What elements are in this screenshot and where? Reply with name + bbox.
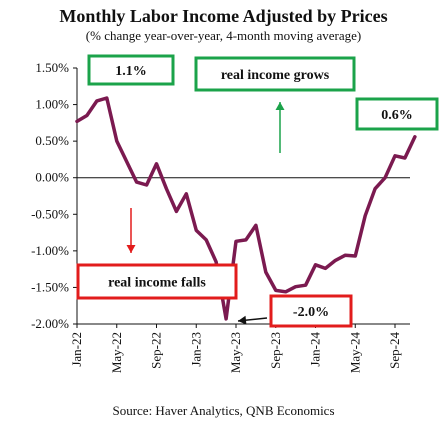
- series-line: [75, 96, 417, 321]
- y-tick-label: -2.00%: [31, 316, 69, 331]
- annotation-label: real income falls: [108, 276, 206, 291]
- chart-title: Monthly Labor Income Adjusted by Prices: [59, 6, 388, 26]
- y-tick-label: -1.50%: [31, 279, 69, 294]
- y-tick-label: 0.50%: [35, 133, 69, 148]
- source-note: Source: Haver Analytics, QNB Economics: [112, 403, 335, 418]
- y-tick-label: -1.00%: [31, 243, 69, 258]
- up-arrow-head: [275, 102, 285, 110]
- left-arrow-head: [238, 315, 247, 325]
- annotation-box: [355, 97, 439, 131]
- x-tick-label: May-24: [347, 332, 362, 374]
- y-tick-label: 1.00%: [35, 97, 69, 112]
- x-tick-label: May-22: [109, 332, 124, 373]
- x-tick-label: Sep-23: [268, 332, 283, 369]
- y-tick-label: 1.50%: [35, 60, 69, 75]
- annotation-label: 0.6%: [381, 108, 413, 123]
- annotation-label: 1.1%: [115, 64, 147, 79]
- x-tick-label: May-23: [228, 332, 243, 373]
- x-tick-label: Jan-23: [188, 332, 203, 367]
- annotation-label: real income grows: [221, 68, 330, 83]
- annotation-box: [87, 54, 175, 86]
- annotation-box: [194, 56, 356, 92]
- y-tick-label: 0.00%: [35, 170, 69, 185]
- x-tick-label: Sep-24: [387, 332, 402, 369]
- annotation-label: -2.0%: [293, 305, 329, 320]
- annotation-box: [269, 294, 353, 328]
- x-tick-label: Jan-24: [308, 332, 323, 367]
- x-tick-label: Sep-22: [149, 332, 164, 369]
- annotation-box: [76, 263, 238, 300]
- down-arrow-head: [126, 245, 136, 253]
- x-tick-label: Jan-22: [69, 332, 84, 367]
- y-tick-label: -0.50%: [31, 206, 69, 221]
- chart-subtitle: (% change year-over-year, 4-month moving…: [85, 28, 362, 43]
